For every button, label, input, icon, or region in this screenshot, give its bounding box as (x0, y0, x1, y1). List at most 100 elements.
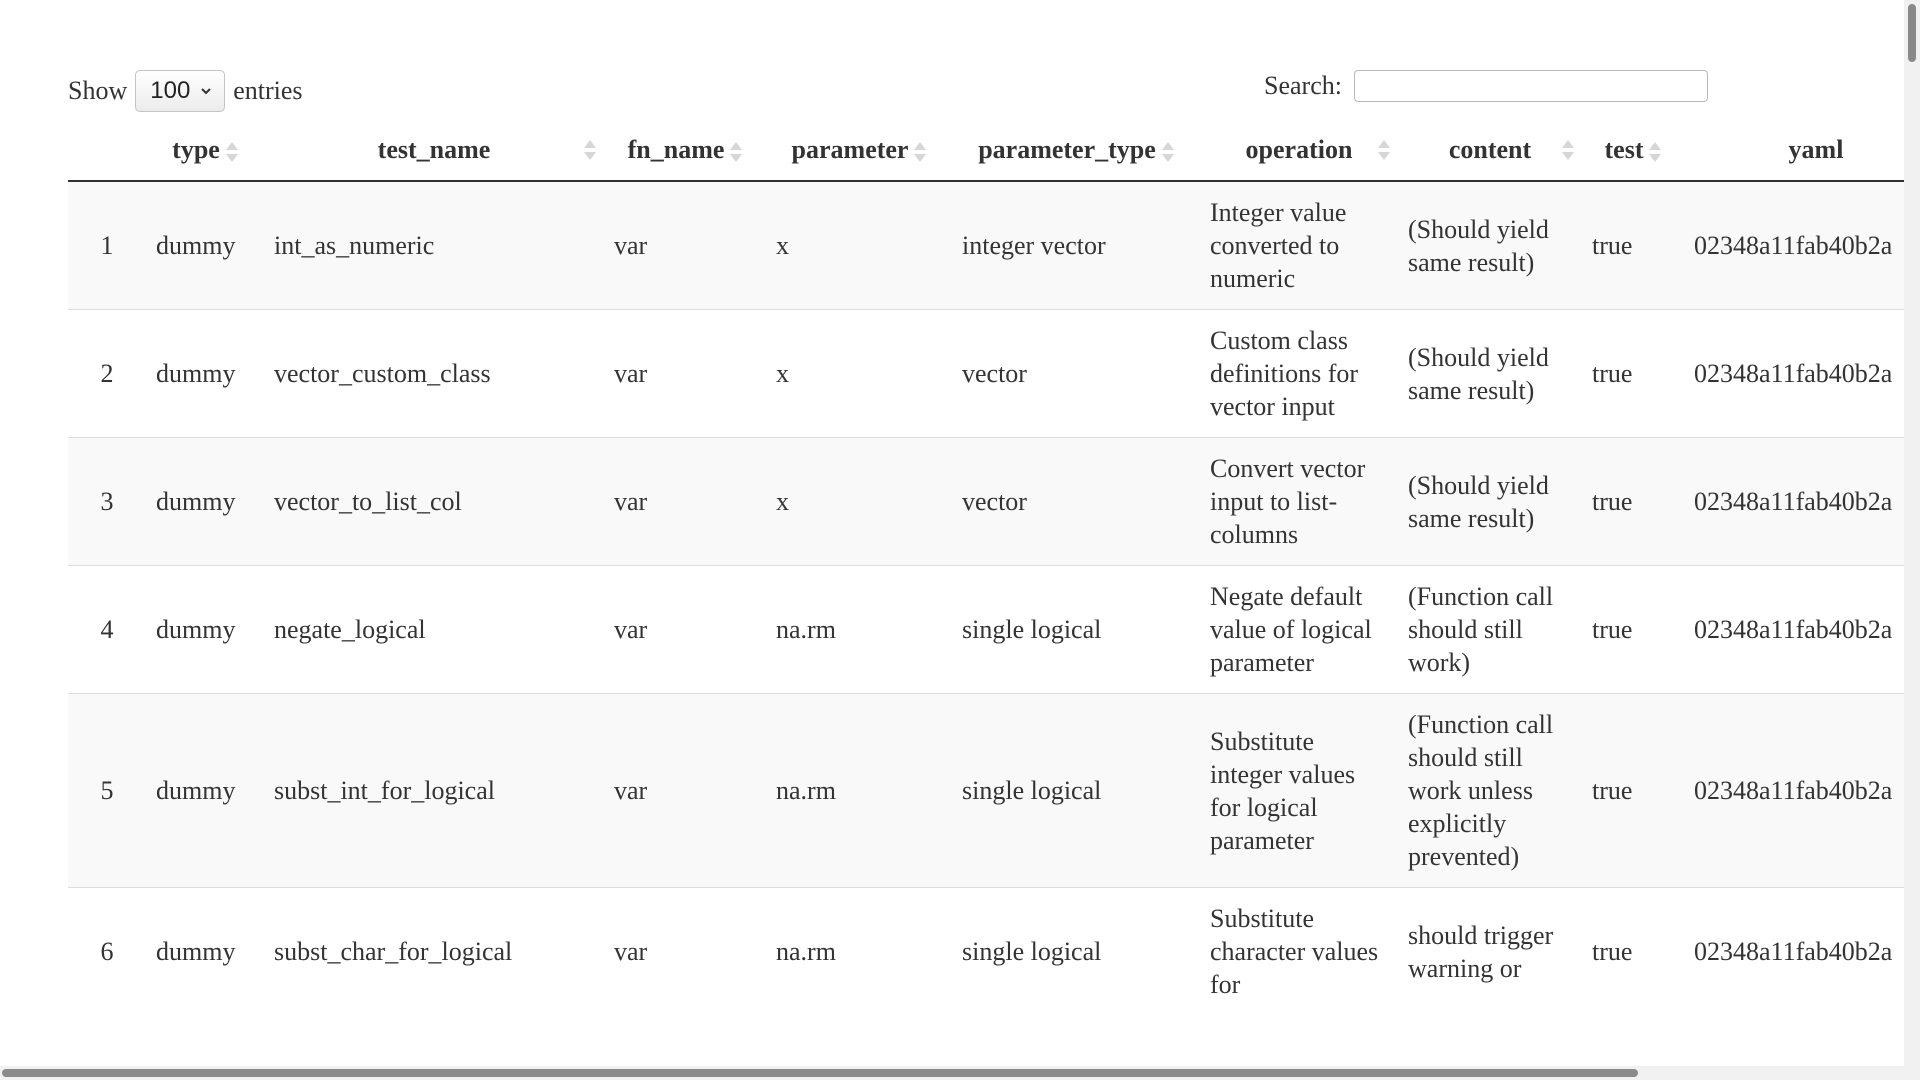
cell-test-name: negate_logical (264, 565, 604, 694)
cell-content: (Function call should still work) (1398, 565, 1582, 694)
cell-operation: Convert vector input to list-columns (1200, 437, 1398, 566)
column-header-parameter[interactable]: parameter (766, 120, 952, 182)
cell-type: dummy (146, 887, 264, 1015)
show-label: Show (68, 76, 128, 105)
cell-parameter-type: vector (952, 309, 1200, 438)
cell-yaml: 02348a11fab40b2a (1684, 437, 1904, 566)
cell-yaml: 02348a11fab40b2a (1684, 693, 1904, 888)
column-header-parameter-type[interactable]: parameter_type (952, 120, 1200, 182)
column-header-content[interactable]: content (1398, 120, 1582, 182)
header-row: type test_name fn_name parameter paramet… (68, 120, 1904, 182)
cell-operation: Substitute integer values for logical pa… (1200, 693, 1398, 888)
cell-test: true (1582, 565, 1684, 694)
cell-test: true (1582, 887, 1684, 1015)
cell-fn-name: var (604, 693, 766, 888)
cell-fn-name: var (604, 437, 766, 566)
cell-operation: Negate default value of logical paramete… (1200, 565, 1398, 694)
table-row: 4 dummy negate_logical var na.rm single … (68, 565, 1904, 694)
cell-parameter: na.rm (766, 887, 952, 1015)
table-row: 6 dummy subst_char_for_logical var na.rm… (68, 887, 1904, 1015)
cell-parameter-type: single logical (952, 565, 1200, 694)
sort-icon[interactable] (1562, 140, 1574, 160)
cell-type: dummy (146, 437, 264, 566)
column-header-test-name[interactable]: test_name (264, 120, 604, 182)
cell-index: 1 (68, 180, 146, 310)
table-row: 3 dummy vector_to_list_col var x vector … (68, 437, 1904, 566)
entries-per-page-value: 100 (150, 77, 191, 104)
table-row: 5 dummy subst_int_for_logical var na.rm … (68, 693, 1904, 888)
column-header-yaml[interactable]: yaml (1684, 120, 1904, 182)
cell-operation: Substitute character values for (1200, 887, 1398, 1015)
search-label: Search: (1264, 71, 1342, 100)
cell-test-name: vector_to_list_col (264, 437, 604, 566)
cell-fn-name: var (604, 565, 766, 694)
search-control: Search: (1264, 68, 1708, 104)
cell-parameter-type: single logical (952, 693, 1200, 888)
table-container: type test_name fn_name parameter paramet… (68, 120, 1904, 1015)
cell-content: (Should yield same result) (1398, 309, 1582, 438)
cell-test: true (1582, 693, 1684, 888)
sort-icon[interactable] (914, 142, 927, 163)
cell-yaml: 02348a11fab40b2a (1684, 887, 1904, 1015)
cell-yaml: 02348a11fab40b2a (1684, 309, 1904, 438)
cell-type: dummy (146, 565, 264, 694)
cell-parameter: x (766, 180, 952, 310)
cell-test-name: subst_char_for_logical (264, 887, 604, 1015)
cell-content: (Should yield same result) (1398, 437, 1582, 566)
cell-test: true (1582, 437, 1684, 566)
cell-operation: Integer value converted to numeric (1200, 180, 1398, 310)
cell-fn-name: var (604, 887, 766, 1015)
cell-index: 5 (68, 693, 146, 888)
cell-fn-name: var (604, 180, 766, 310)
column-header-fn-name[interactable]: fn_name (604, 120, 766, 182)
cell-parameter-type: single logical (952, 887, 1200, 1015)
column-header-operation[interactable]: operation (1200, 120, 1398, 182)
sort-icon[interactable] (1378, 140, 1390, 160)
table-row: 1 dummy int_as_numeric var x integer vec… (68, 180, 1904, 310)
vertical-scrollbar[interactable] (1904, 0, 1920, 1080)
cell-content: (Should yield same result) (1398, 180, 1582, 310)
cell-fn-name: var (604, 309, 766, 438)
sort-icon[interactable] (730, 142, 743, 163)
sort-icon[interactable] (1649, 142, 1662, 163)
cell-type: dummy (146, 180, 264, 310)
horizontal-scrollbar-thumb[interactable] (2, 1069, 1638, 1077)
column-header-test[interactable]: test (1582, 120, 1684, 182)
search-input[interactable] (1353, 70, 1708, 102)
cell-type: dummy (146, 309, 264, 438)
cell-parameter: x (766, 437, 952, 566)
cell-parameter-type: integer vector (952, 180, 1200, 310)
column-header-index[interactable] (68, 120, 146, 182)
cell-test: true (1582, 309, 1684, 438)
cell-test-name: vector_custom_class (264, 309, 604, 438)
page-viewport: Show 100 entries Search: (68, 68, 1904, 1015)
cell-content: (Function call should still work unless … (1398, 693, 1582, 888)
cell-content: should trigger warning or (1398, 887, 1582, 1015)
data-table: type test_name fn_name parameter paramet… (68, 120, 1904, 1015)
column-header-type[interactable]: type (146, 120, 264, 182)
cell-parameter: na.rm (766, 565, 952, 694)
sort-icon[interactable] (1161, 142, 1174, 163)
cell-index: 3 (68, 437, 146, 566)
cell-parameter: na.rm (766, 693, 952, 888)
cell-test-name: subst_int_for_logical (264, 693, 604, 888)
sort-icon[interactable] (584, 140, 596, 160)
cell-parameter-type: vector (952, 437, 1200, 566)
cell-index: 6 (68, 887, 146, 1015)
entries-per-page-select[interactable]: 100 (135, 70, 226, 112)
cell-parameter: x (766, 309, 952, 438)
table-row: 2 dummy vector_custom_class var x vector… (68, 309, 1904, 438)
cell-type: dummy (146, 693, 264, 888)
entries-label: entries (233, 76, 303, 105)
length-control: Show 100 entries (68, 70, 303, 112)
cell-test: true (1582, 180, 1684, 310)
cell-operation: Custom class definitions for vector inpu… (1200, 309, 1398, 438)
vertical-scrollbar-thumb[interactable] (1908, 4, 1916, 62)
cell-yaml: 02348a11fab40b2a (1684, 565, 1904, 694)
cell-yaml: 02348a11fab40b2a (1684, 180, 1904, 310)
horizontal-scrollbar[interactable] (0, 1066, 1904, 1080)
sort-icon[interactable] (225, 142, 238, 163)
cell-index: 2 (68, 309, 146, 438)
cell-index: 4 (68, 565, 146, 694)
cell-test-name: int_as_numeric (264, 180, 604, 310)
